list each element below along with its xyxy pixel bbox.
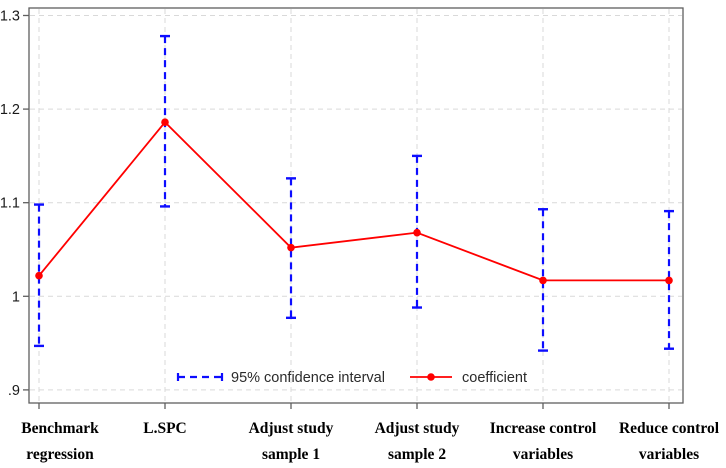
y-tick-label: 1.2 — [0, 102, 20, 118]
y-tick-label: .9 — [8, 383, 20, 399]
coefficient-point — [665, 276, 673, 285]
coefficient-point — [287, 243, 295, 252]
coefficient-point — [413, 228, 421, 237]
y-tick-label: 1 — [12, 289, 20, 305]
y-tick-label: 1.3 — [0, 8, 20, 24]
legend-label-ci: 95% confidence interval — [231, 370, 385, 386]
plot-border — [28, 7, 684, 404]
coefficient-line — [38, 120, 669, 282]
x-category-label: Reduce control variables — [619, 420, 720, 463]
x-category-label: Increase control variables — [490, 420, 597, 463]
legend-coef-dot — [427, 373, 435, 381]
y-tick-label: 1.1 — [0, 196, 20, 212]
coefficient-point — [539, 276, 547, 285]
x-category-label: Adjust study sample 2 — [375, 420, 460, 463]
coefficient-point — [161, 118, 169, 126]
x-category-label: L.SPC — [143, 420, 187, 437]
coefficient-point — [35, 271, 43, 280]
x-category-label: Adjust study sample 1 — [249, 420, 334, 463]
legend-label-coefficient: coefficient — [462, 370, 527, 386]
x-category-label: Benchmark regression — [21, 420, 99, 463]
